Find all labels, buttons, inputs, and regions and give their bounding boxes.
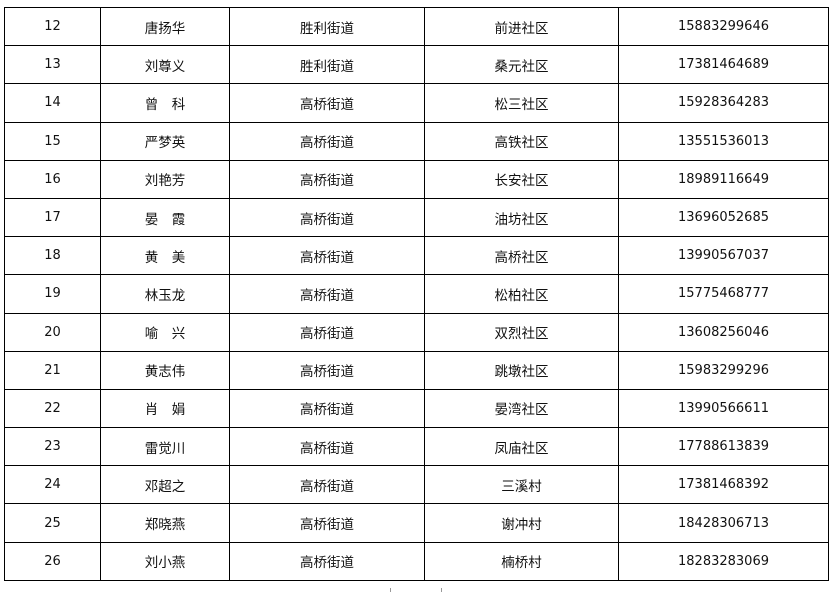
community-cell: 高铁社区	[424, 121, 619, 161]
row-number-cell: 21	[4, 350, 101, 390]
row-number-cell: 14	[4, 83, 101, 123]
community-cell: 松柏社区	[424, 274, 619, 314]
phone-cell: 15928364283	[618, 83, 829, 123]
name-cell: 刘艳芳	[100, 159, 230, 199]
table-row: 25 郑晓燕 高桥街道 谢冲村 18428306713	[4, 503, 829, 543]
community-cell: 凤庙社区	[424, 427, 619, 467]
name-cell: 严梦英	[100, 121, 230, 161]
table-row: 17 晏 霞高桥街道 油坊社区 13696052685	[4, 197, 829, 238]
row-number-cell: 16	[4, 159, 101, 199]
name-cell: 黄志伟	[100, 350, 230, 390]
name-cell: 邓超之	[100, 465, 230, 505]
community-cell: 谢冲村	[424, 503, 619, 543]
street-cell: 高桥街道	[229, 503, 425, 543]
row-number-cell: 15	[4, 121, 101, 161]
street-cell: 高桥街道	[229, 388, 425, 429]
street-cell: 高桥街道	[229, 427, 425, 467]
row-number-cell: 19	[4, 274, 101, 314]
community-cell: 双烈社区	[424, 312, 619, 352]
street-cell: 高桥街道	[229, 236, 425, 276]
community-cell: 油坊社区	[424, 197, 619, 238]
table-body: 12 唐扬华 胜利街道 前进社区 15883299646 13 刘尊义 胜利街道 桑元社区 173…	[4, 6, 829, 581]
contact-table: 12 唐扬华 胜利街道 前进社区 15883299646 13 刘尊义 胜利街道 桑元社区 173…	[4, 6, 829, 581]
phone-cell: 18283283069	[618, 541, 829, 581]
street-cell: 胜利街道	[229, 6, 425, 47]
table-row: 23 雷觉川 高桥街道 凤庙社区 17788613839	[4, 427, 829, 467]
name-cell: 黄 美	[100, 236, 230, 276]
name-cell: 曾 科	[100, 83, 230, 123]
name-cell: 晏 霞	[100, 197, 230, 238]
table-row: 12 唐扬华 胜利街道 前进社区 15883299646	[4, 6, 829, 47]
street-cell: 高桥街道	[229, 350, 425, 390]
table-row: 15 严梦英 高桥街道 高铁社区 13551536013	[4, 121, 829, 161]
phone-cell: 15775468777	[618, 274, 829, 314]
table-row: 22 肖 娟高桥街道 晏湾社区 13990566611	[4, 388, 829, 429]
phone-cell: 17381468392	[618, 465, 829, 505]
phone-cell: 18428306713	[618, 503, 829, 543]
community-cell: 三溪村	[424, 465, 619, 505]
phone-cell: 15883299646	[618, 6, 829, 47]
row-number-cell: 25	[4, 503, 101, 543]
community-cell: 松三社区	[424, 83, 619, 123]
row-number-cell: 20	[4, 312, 101, 352]
phone-cell: 15983299296	[618, 350, 829, 390]
table-row: 16 刘艳芳 高桥街道 长安社区 18989116649	[4, 159, 829, 199]
community-cell: 高桥社区	[424, 236, 619, 276]
table-row: 21 黄志伟 高桥街道 跳墩社区 15983299296	[4, 350, 829, 390]
street-cell: 高桥街道	[229, 159, 425, 199]
table-row: 26 刘小燕 高桥街道 楠桥村 18283283069	[4, 541, 829, 581]
street-cell: 胜利街道	[229, 45, 425, 85]
street-cell: 高桥街道	[229, 465, 425, 505]
row-number-cell: 22	[4, 388, 101, 429]
table-row: 20 喻 兴高桥街道 双烈社区 13608256046	[4, 312, 829, 352]
row-number-cell: 12	[4, 6, 101, 47]
phone-cell: 13990567037	[618, 236, 829, 276]
street-cell: 高桥街道	[229, 312, 425, 352]
name-cell: 林玉龙	[100, 274, 230, 314]
name-cell: 雷觉川	[100, 427, 230, 467]
name-cell: 刘小燕	[100, 541, 230, 581]
street-cell: 高桥街道	[229, 274, 425, 314]
table-row: 18 黄 美高桥街道 高桥社区 13990567037	[4, 236, 829, 276]
name-cell: 刘尊义	[100, 45, 230, 85]
phone-cell: 13990566611	[618, 388, 829, 429]
table-row: 24 邓超之 高桥街道 三溪村 17381468392	[4, 465, 829, 505]
phone-cell: 17788613839	[618, 427, 829, 467]
row-number-cell: 26	[4, 541, 101, 581]
row-number-cell: 18	[4, 236, 101, 276]
row-number-cell: 23	[4, 427, 101, 467]
street-cell: 高桥街道	[229, 197, 425, 238]
community-cell: 长安社区	[424, 159, 619, 199]
row-number-cell: 13	[4, 45, 101, 85]
name-cell: 喻 兴	[100, 312, 230, 352]
street-cell: 高桥街道	[229, 121, 425, 161]
community-cell: 晏湾社区	[424, 388, 619, 429]
table-row: 14 曾 科高桥街道 松三社区 15928364283	[4, 83, 829, 123]
community-cell: 楠桥村	[424, 541, 619, 581]
table-row: 13 刘尊义 胜利街道 桑元社区 17381464689	[4, 45, 829, 85]
phone-cell: 13608256046	[618, 312, 829, 352]
row-number-cell: 24	[4, 465, 101, 505]
page-edge-mark	[390, 588, 391, 592]
name-cell: 肖 娟	[100, 388, 230, 429]
phone-cell: 13696052685	[618, 197, 829, 238]
name-cell: 唐扬华	[100, 6, 230, 47]
name-cell: 郑晓燕	[100, 503, 230, 543]
row-number-cell: 17	[4, 197, 101, 238]
street-cell: 高桥街道	[229, 541, 425, 581]
page-edge-mark	[441, 588, 442, 592]
community-cell: 前进社区	[424, 6, 619, 47]
street-cell: 高桥街道	[229, 83, 425, 123]
phone-cell: 17381464689	[618, 45, 829, 85]
phone-cell: 13551536013	[618, 121, 829, 161]
community-cell: 桑元社区	[424, 45, 619, 85]
community-cell: 跳墩社区	[424, 350, 619, 390]
table-row: 19 林玉龙 高桥街道 松柏社区 15775468777	[4, 274, 829, 314]
phone-cell: 18989116649	[618, 159, 829, 199]
